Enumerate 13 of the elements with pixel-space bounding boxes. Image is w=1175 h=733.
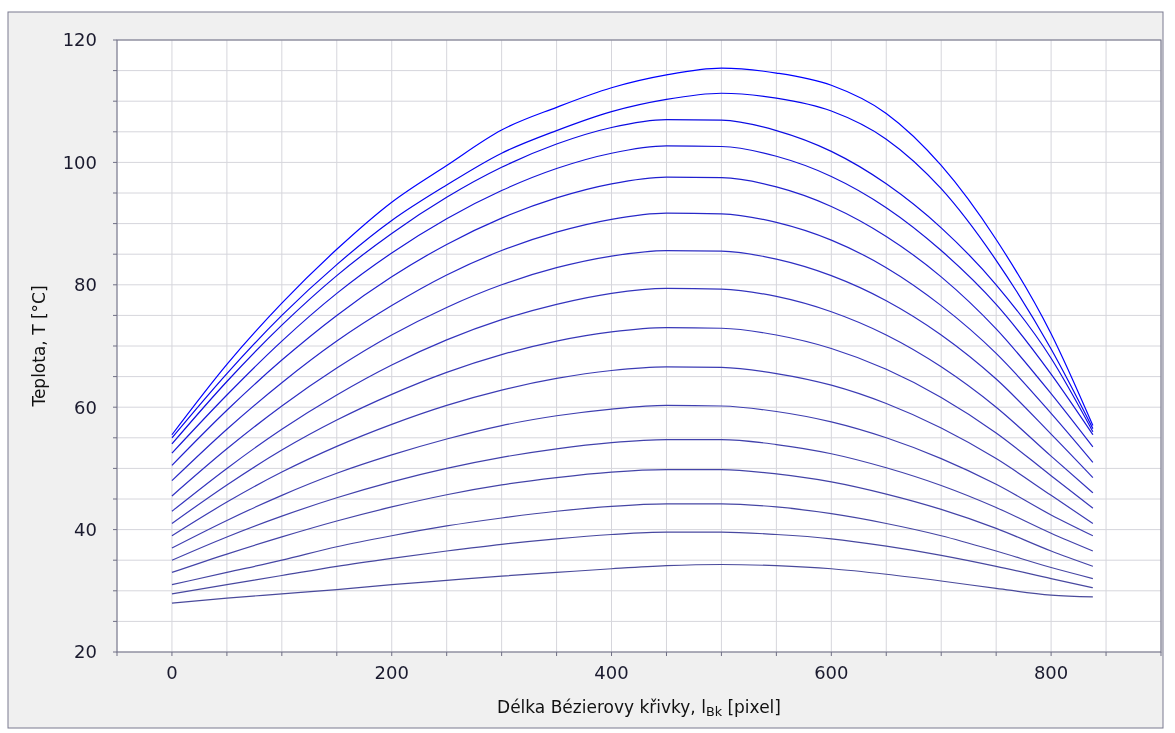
x-axis-title: Délka Bézierovy křivky, l$_{Bk}$ [pixel] [497,697,781,720]
y-tick-label: 20 [74,641,97,663]
y-tick-label: 60 [74,396,97,418]
x-tick-label: 400 [594,662,629,683]
y-tick-label: 80 [74,274,97,296]
y-tick-label: 100 [62,151,97,173]
x-tick-label: 600 [814,662,849,683]
y-tick-label: 40 [74,518,97,540]
x-tick-label: 800 [1033,662,1069,683]
x-tick-label: 200 [374,662,409,683]
x-tick-label: 0 [166,662,178,683]
y-tick-label: 120 [62,29,97,51]
y-axis-title: Teplota, T [°C] [29,285,49,408]
